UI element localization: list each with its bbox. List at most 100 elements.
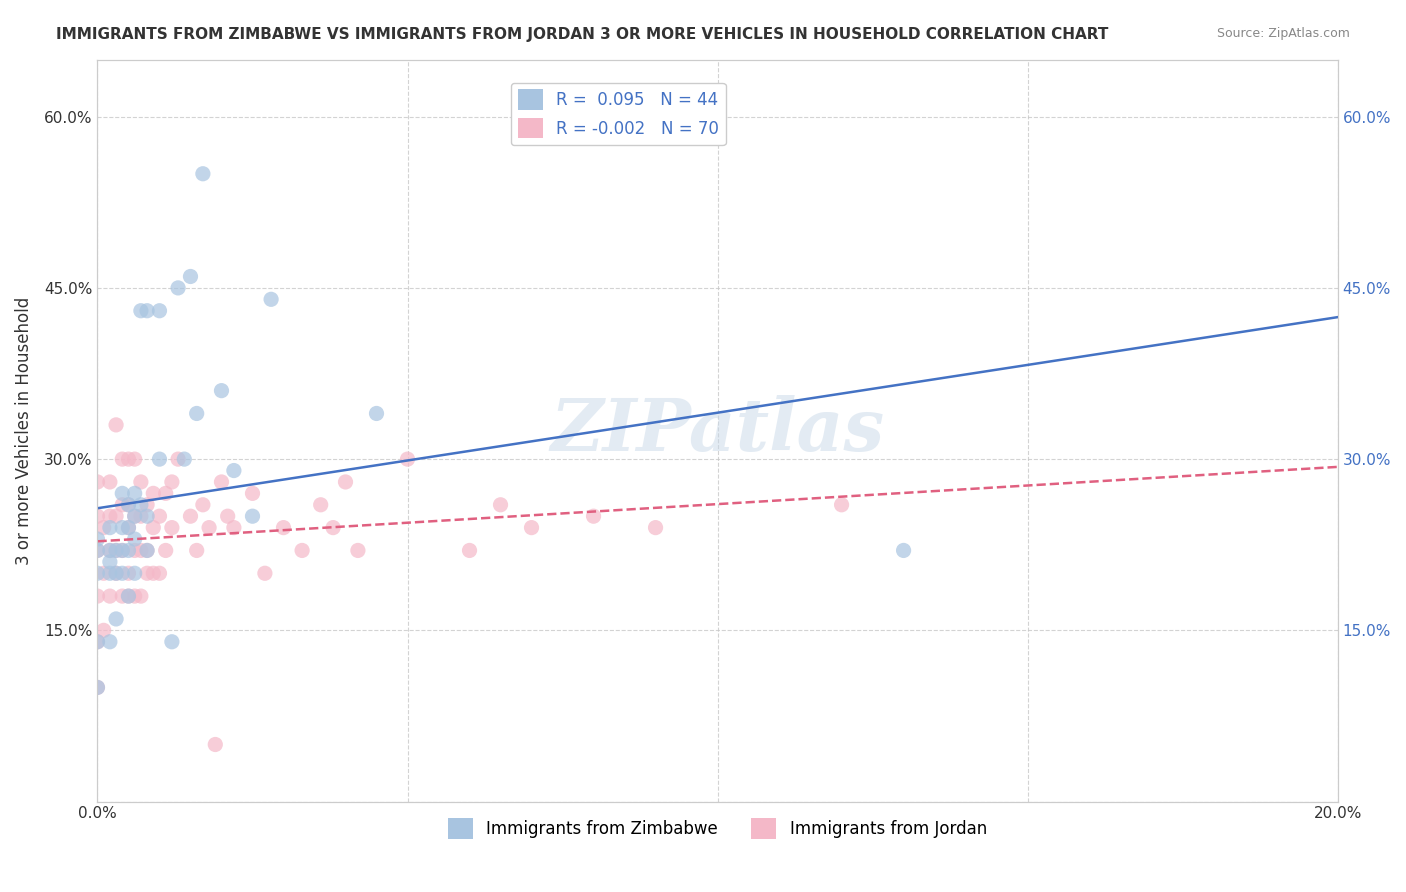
Point xyxy=(86,566,108,581)
Point xyxy=(148,566,170,581)
Point xyxy=(117,589,139,603)
Point xyxy=(198,520,221,534)
Point xyxy=(186,543,208,558)
Point xyxy=(111,520,134,534)
Point xyxy=(98,509,121,524)
Point xyxy=(105,566,128,581)
Point xyxy=(86,532,108,546)
Point xyxy=(148,509,170,524)
Point xyxy=(142,566,165,581)
Point xyxy=(124,486,146,500)
Point xyxy=(142,520,165,534)
Point xyxy=(242,486,264,500)
Point xyxy=(831,498,853,512)
Point xyxy=(160,634,183,648)
Point xyxy=(309,498,332,512)
Y-axis label: 3 or more Vehicles in Household: 3 or more Vehicles in Household xyxy=(15,296,32,565)
Point xyxy=(105,543,128,558)
Point xyxy=(86,681,108,695)
Point xyxy=(98,543,121,558)
Point xyxy=(105,543,128,558)
Point xyxy=(136,543,159,558)
Point xyxy=(117,566,139,581)
Point xyxy=(117,520,139,534)
Point xyxy=(253,566,276,581)
Point xyxy=(98,475,121,489)
Point xyxy=(124,452,146,467)
Point xyxy=(273,520,295,534)
Point xyxy=(167,452,190,467)
Text: Source: ZipAtlas.com: Source: ZipAtlas.com xyxy=(1216,27,1350,40)
Point xyxy=(93,520,115,534)
Point xyxy=(217,509,239,524)
Point xyxy=(111,589,134,603)
Point xyxy=(117,498,139,512)
Point xyxy=(86,681,108,695)
Point xyxy=(260,293,283,307)
Point xyxy=(124,543,146,558)
Point xyxy=(111,566,134,581)
Point xyxy=(105,509,128,524)
Point xyxy=(155,486,177,500)
Point xyxy=(117,589,139,603)
Point xyxy=(160,475,183,489)
Point xyxy=(86,543,108,558)
Text: ZIPatlas: ZIPatlas xyxy=(551,395,884,467)
Point xyxy=(117,452,139,467)
Point xyxy=(155,543,177,558)
Point xyxy=(98,555,121,569)
Point xyxy=(179,509,201,524)
Point xyxy=(117,498,139,512)
Point xyxy=(129,475,152,489)
Point xyxy=(179,269,201,284)
Point xyxy=(582,509,605,524)
Point xyxy=(105,417,128,432)
Point xyxy=(136,498,159,512)
Point xyxy=(105,612,128,626)
Point xyxy=(98,589,121,603)
Point xyxy=(86,634,108,648)
Point xyxy=(129,303,152,318)
Point xyxy=(129,498,152,512)
Point xyxy=(322,520,344,534)
Point xyxy=(98,634,121,648)
Point xyxy=(242,509,264,524)
Point xyxy=(86,634,108,648)
Point xyxy=(86,509,108,524)
Point xyxy=(136,543,159,558)
Point xyxy=(86,589,108,603)
Point xyxy=(148,452,170,467)
Point xyxy=(124,509,146,524)
Point xyxy=(191,498,214,512)
Point xyxy=(124,566,146,581)
Point xyxy=(111,543,134,558)
Point xyxy=(458,543,481,558)
Point xyxy=(148,303,170,318)
Point xyxy=(111,486,134,500)
Text: IMMIGRANTS FROM ZIMBABWE VS IMMIGRANTS FROM JORDAN 3 OR MORE VEHICLES IN HOUSEHO: IMMIGRANTS FROM ZIMBABWE VS IMMIGRANTS F… xyxy=(56,27,1108,42)
Point xyxy=(129,509,152,524)
Point xyxy=(222,520,245,534)
Point xyxy=(489,498,512,512)
Point xyxy=(98,520,121,534)
Point xyxy=(111,498,134,512)
Point xyxy=(124,509,146,524)
Point xyxy=(396,452,419,467)
Point xyxy=(93,624,115,638)
Point xyxy=(86,475,108,489)
Point xyxy=(98,566,121,581)
Point xyxy=(347,543,370,558)
Point xyxy=(136,566,159,581)
Point xyxy=(124,589,146,603)
Point xyxy=(520,520,543,534)
Point xyxy=(129,543,152,558)
Point xyxy=(117,520,139,534)
Point xyxy=(173,452,195,467)
Point xyxy=(191,167,214,181)
Point xyxy=(335,475,357,489)
Point xyxy=(211,384,233,398)
Point xyxy=(129,589,152,603)
Point xyxy=(366,407,388,421)
Point xyxy=(117,543,139,558)
Point xyxy=(136,303,159,318)
